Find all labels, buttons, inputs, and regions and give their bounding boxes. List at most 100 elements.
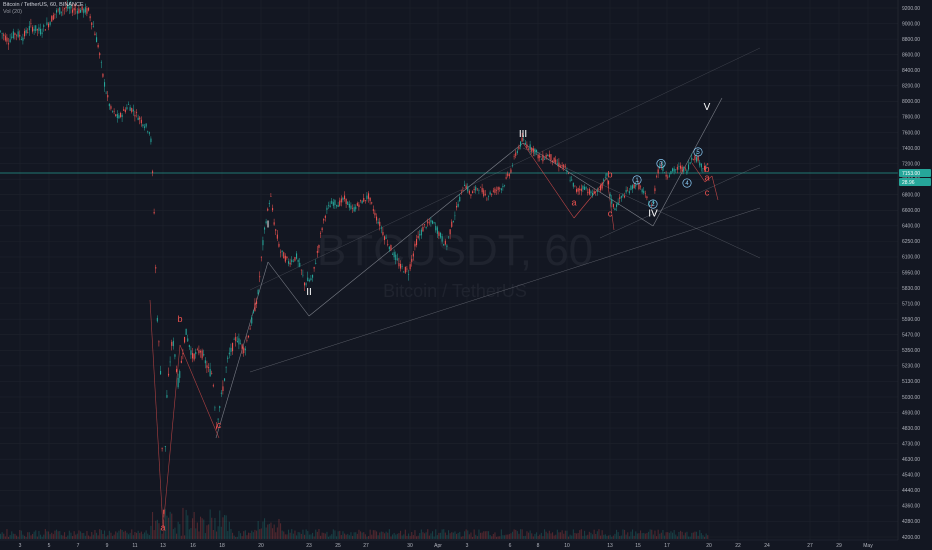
price-tick-label: 5130.00 [902,379,920,385]
volume-bar [19,529,21,539]
time-tick-label: 3 [19,543,22,549]
volume-bar [187,515,189,539]
volume-bar [316,531,318,539]
candle-body [673,168,675,172]
candle-body [168,373,170,376]
wave-line [267,261,310,317]
candle-body [438,232,440,236]
candle-body [174,354,176,357]
volume-bar [521,529,523,539]
volume-bar [686,531,688,539]
volume-bar [116,532,118,539]
candle-body [676,166,678,170]
volume-bar [352,535,354,539]
volume-bar [185,509,187,539]
candle-body [408,274,410,275]
candle-body [284,255,286,262]
volume-bar [624,529,626,539]
volume-bar [520,529,522,539]
volume-bar [390,536,392,539]
candle-body [310,278,312,280]
candle-body [321,228,323,231]
candle-body [348,203,350,208]
candle-body [115,114,117,117]
price-tick-label: 4440.00 [902,488,920,494]
volume-bar [121,529,123,539]
candle-body [209,368,211,377]
volume-bar [643,532,645,539]
price-tick-label: 8200.00 [902,84,920,90]
volume-bar [604,534,606,539]
candle-body [193,353,195,360]
candle-body [380,227,382,229]
volume-bar [27,532,29,539]
candles[interactable] [0,0,709,518]
volume-bar [598,529,600,539]
volume-bar [176,533,178,539]
volume-bar [148,535,150,539]
annotation-lines [0,47,898,529]
candle-body [192,353,194,359]
candle-body [433,222,435,224]
candle-body [120,112,122,117]
volume-bar [438,532,440,539]
candle-body [452,221,454,223]
candle-body [692,159,694,160]
corrective-line [691,162,706,183]
candle-body [396,258,398,260]
volume-bar [377,535,379,539]
volume-bar [286,534,288,539]
candle-body [696,157,698,162]
corrective-line [704,175,713,183]
volume-bar [481,532,483,539]
candle-body [638,183,640,190]
candle-body [80,9,82,13]
volume-bar [172,529,174,539]
candle-body [20,39,22,40]
volume-bar [457,533,459,539]
candle-body [382,232,384,235]
volume-bar [281,530,283,539]
candle-body [116,113,118,118]
candle-body [89,16,91,19]
price-tick-label: 7600.00 [902,130,920,136]
price-tick-label: 8600.00 [902,52,920,58]
wave-label: b [607,169,612,179]
candle-body [328,205,330,206]
candle-body [377,221,379,224]
volume-bar [424,533,426,539]
candle-body [19,34,21,37]
candle-body [620,196,622,198]
price-tick-label: 4830.00 [902,426,920,432]
candle-body [561,164,563,166]
candle-body [27,32,29,34]
candle-body [486,198,488,200]
wave-label: 4 [685,181,689,187]
price-tick-label: 5470.00 [902,333,920,339]
volume-bar [296,535,298,539]
candle-body [52,15,54,20]
wave-label: c [705,187,710,197]
candle-body [291,259,293,263]
candle-body [576,189,578,192]
candle-body [208,367,210,369]
volume-bar [548,530,550,539]
wave-label: c [217,420,222,430]
volume-bar [230,529,232,539]
candle-body [108,103,110,107]
price-badge-label: 28.96 [902,180,915,186]
candle-body [78,8,80,13]
volume-bar [369,529,371,539]
volume-bar [288,529,290,539]
volume-bar [470,532,472,539]
volume-bar [17,536,19,539]
volume-bar [70,532,72,539]
candle-body [161,447,163,449]
volume-bar [537,536,539,539]
price-tick-label: 4630.00 [902,457,920,463]
volume-bar [328,536,330,539]
candle-body [233,339,235,340]
volume-bar [294,530,296,539]
volume-bar [355,532,357,539]
